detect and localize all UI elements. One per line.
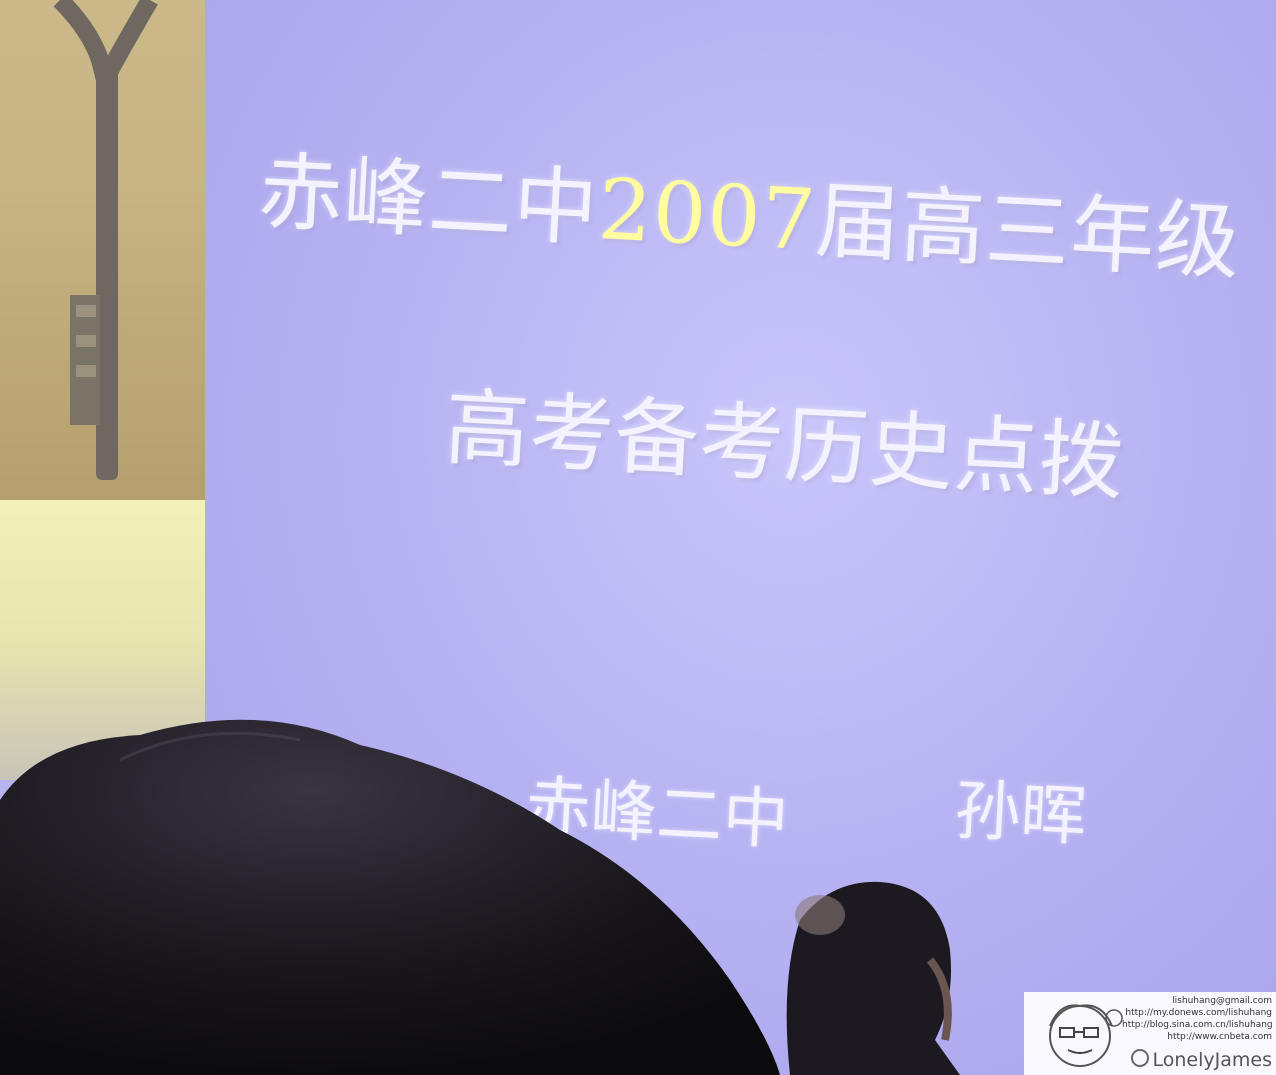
key-icon [53,0,158,480]
cartoon-avatar-icon [1049,1004,1123,1067]
title-school: 赤峰二中 [256,142,602,259]
title-grade: 届高三年级 [813,171,1243,292]
author-name: 孙晖 [952,771,1089,856]
watermark-link: http://my.donews.com/lishuhang [1125,1008,1272,1018]
watermark-email: lishuhang@gmail.com [1172,996,1272,1006]
watermark-contact: lishuhang@gmail.com http://my.donews.com… [1122,995,1273,1043]
watermark-brand: LonelyJames [1130,1049,1272,1071]
brand-logo-icon [1130,1049,1149,1067]
author-school: 赤峰二中 [522,768,791,859]
watermark-link: http://www.cnbeta.com [1167,1032,1272,1042]
slide-decoration-glow [0,500,205,780]
watermark-brand-text: LonelyJames [1152,1049,1272,1071]
watermark: lishuhang@gmail.com http://my.donews.com… [1024,992,1276,1075]
watermark-link: http://blog.sina.com.cn/lishuhang [1122,1020,1273,1030]
title-year: 2007 [595,160,819,270]
